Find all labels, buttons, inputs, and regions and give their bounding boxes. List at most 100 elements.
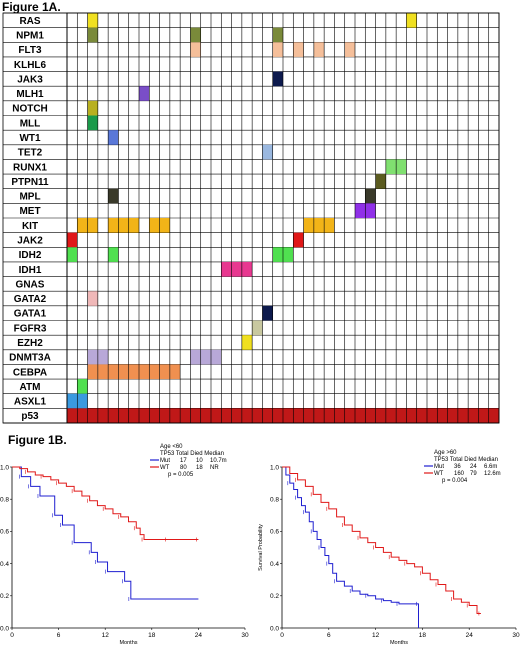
legend-header: TP53 Total Died Median	[434, 457, 498, 463]
mutation-cell	[262, 305, 273, 321]
mutation-cell	[87, 27, 98, 43]
mutation-cell	[139, 86, 150, 101]
mutation-cell	[283, 247, 294, 262]
mutation-cell	[97, 364, 109, 380]
mutation-cell	[303, 218, 314, 233]
y-tick-label: 0.2	[270, 593, 279, 600]
x-tick-label: 24	[466, 632, 474, 639]
legend-total: 17	[180, 458, 187, 464]
legend-series-label: WT	[434, 471, 444, 477]
gene-label: JAK2	[17, 235, 43, 246]
gene-label: NPM1	[16, 30, 44, 41]
gene-label: FLT3	[18, 45, 42, 56]
mutation-cell	[108, 188, 119, 204]
mutation-cell	[87, 218, 98, 233]
mutation-cell	[375, 408, 386, 423]
mutation-cell	[272, 71, 283, 87]
mutation-cell	[67, 247, 78, 262]
mutation-cell	[241, 335, 253, 350]
mutation-cell	[231, 408, 242, 423]
x-tick-label: 18	[148, 632, 156, 639]
mutation-cell	[334, 408, 345, 423]
mutation-cell	[241, 408, 253, 423]
gene-label: RAS	[19, 16, 40, 27]
km-curve-wt	[282, 466, 481, 615]
gene-label: KIT	[22, 221, 38, 232]
legend-series-label: Mut	[434, 464, 444, 470]
y-tick-label: 0.6	[270, 529, 279, 536]
legend-group-label: Age >60	[434, 450, 457, 456]
mutation-cell	[293, 232, 304, 248]
y-tick-label: 0.4	[0, 561, 9, 568]
grid-border	[66, 12, 500, 424]
mutation-cell	[200, 349, 211, 365]
y-axis-label: Survival Probability	[258, 524, 264, 571]
gene-label: MLL	[20, 118, 41, 129]
mutation-cell	[87, 408, 98, 423]
y-tick-label: 0.6	[0, 529, 9, 536]
mutation-cell	[252, 320, 263, 336]
legend-died: 10	[196, 458, 203, 464]
mutation-cell	[437, 408, 448, 423]
mutation-cell	[190, 408, 201, 423]
mutation-cell	[159, 218, 170, 233]
mutation-cell	[108, 408, 119, 423]
x-tick-label: 30	[512, 632, 520, 639]
figure-1b-title: Figure 1B.	[8, 433, 67, 447]
mutation-cell	[139, 408, 150, 423]
mutation-cell	[97, 349, 109, 365]
mutation-cell	[149, 218, 160, 233]
km-left: 0.0 0.2 0.4 0.6 0.8 1.0 0 6 12 18 24 30 Months Age <6…	[0, 444, 249, 646]
mutation-cell	[385, 408, 397, 423]
mutation-cell	[313, 42, 325, 57]
y-tick-label: 1.0	[270, 464, 279, 471]
gene-label: IDH1	[19, 265, 42, 276]
mutation-cell	[396, 408, 407, 423]
legend-died: 79	[470, 471, 477, 477]
mutation-cell	[365, 408, 376, 423]
mutation-cell	[190, 349, 201, 365]
gene-label: PTPN11	[11, 177, 49, 188]
legend-group-label: Age <60	[160, 444, 183, 450]
mutation-cell	[252, 408, 263, 423]
mutation-cell	[128, 218, 139, 233]
mutation-cell	[118, 218, 129, 233]
mutation-cell	[108, 130, 119, 145]
y-tick-label: 0.8	[0, 497, 9, 504]
km-curve-mut	[12, 466, 199, 600]
gene-label: p53	[21, 411, 39, 422]
legend-total: 80	[180, 465, 187, 471]
mutation-cell	[241, 261, 253, 277]
mutation-cell	[87, 115, 98, 131]
mutation-cell	[190, 42, 201, 57]
mutation-cell	[87, 364, 98, 380]
gene-label: MPL	[19, 192, 40, 203]
mutation-cell	[272, 42, 283, 57]
x-tick-label: 0	[280, 632, 284, 639]
mutation-cell	[87, 291, 98, 306]
gene-label: GATA2	[14, 294, 47, 305]
mutation-cell	[365, 203, 376, 218]
mutation-cell	[149, 408, 160, 423]
mutation-cell	[149, 364, 160, 380]
legend-total: 160	[454, 471, 465, 477]
x-tick-label: 12	[372, 632, 380, 639]
mutation-cell	[87, 13, 98, 28]
mutation-cell	[211, 349, 222, 365]
mutation-cell	[406, 408, 417, 423]
mutation-cell	[97, 408, 109, 423]
mutation-cell	[67, 393, 78, 409]
mutation-cell	[478, 408, 489, 423]
y-tick-label: 1.0	[0, 464, 9, 471]
y-tick-label: 0.4	[270, 561, 279, 568]
mutation-cell	[67, 408, 78, 423]
mutation-cell	[169, 364, 181, 380]
mutation-cell	[108, 364, 119, 380]
legend-total: 36	[454, 464, 461, 470]
mutation-cell	[344, 42, 355, 57]
mutation-cell	[231, 261, 242, 277]
mutation-cell	[457, 408, 469, 423]
y-tick-label: 0.0	[270, 625, 279, 632]
mutation-cell	[200, 408, 211, 423]
y-tick-label: 0.0	[0, 625, 9, 632]
